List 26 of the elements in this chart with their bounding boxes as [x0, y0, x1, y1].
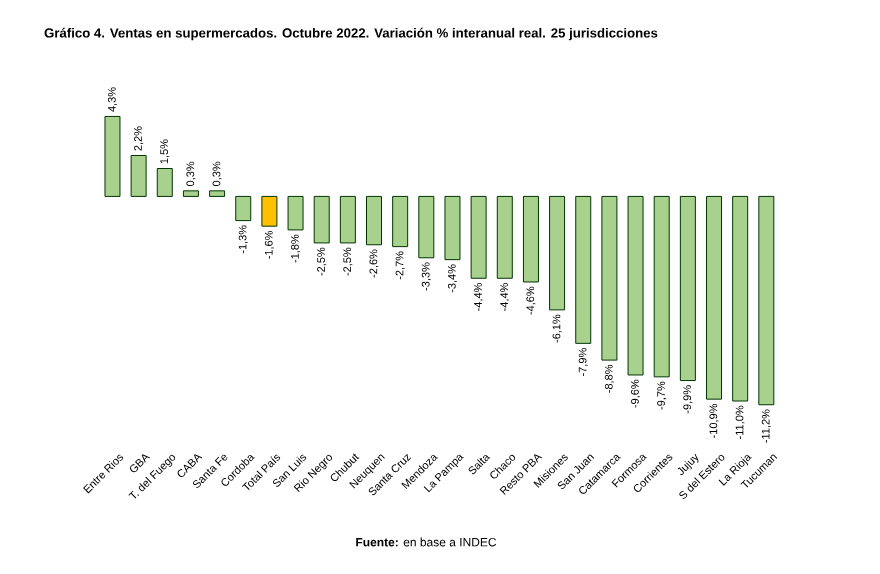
bar: [104, 115, 121, 197]
bar: [182, 190, 199, 197]
bar: [706, 195, 723, 400]
bar: [235, 195, 252, 222]
bar: [496, 195, 513, 279]
bar: [366, 195, 383, 246]
bar: [287, 195, 304, 231]
bar: [209, 190, 226, 197]
bar: [601, 195, 618, 361]
bar: [339, 195, 356, 244]
bar: [758, 195, 775, 406]
bar: [549, 195, 566, 311]
bar: [627, 195, 644, 376]
bar: [444, 195, 461, 261]
bar: [261, 195, 278, 227]
bar: [575, 195, 592, 344]
bar: [522, 195, 539, 283]
bar: [156, 168, 173, 197]
bar: [732, 195, 749, 402]
bar: [470, 195, 487, 279]
bar: [313, 195, 330, 244]
bar: [679, 195, 696, 382]
bar: [392, 195, 409, 248]
bar: [653, 195, 670, 378]
bar: [418, 195, 435, 259]
bar: [130, 155, 147, 197]
